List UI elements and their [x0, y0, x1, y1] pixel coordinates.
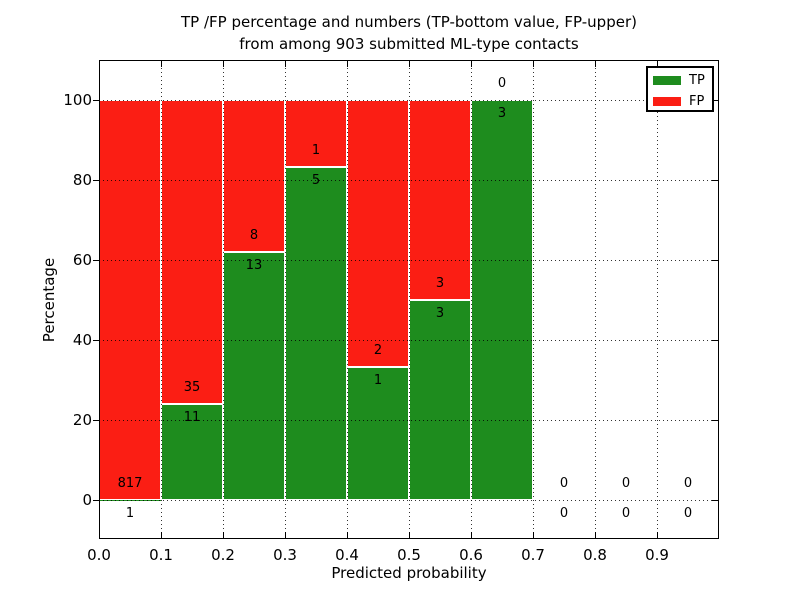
gridline-y — [99, 500, 719, 501]
x-tick-mark — [533, 532, 534, 538]
gridline-x — [533, 60, 534, 539]
y-tick-label: 40 — [72, 331, 92, 349]
gridline-x — [657, 60, 658, 539]
x-tick-mark — [285, 61, 286, 67]
x-tick-mark — [99, 61, 100, 67]
bar-label-fp: 0 — [683, 476, 693, 491]
bar-label-tp: 1 — [125, 505, 135, 521]
y-tick-mark — [93, 340, 99, 341]
x-tick-mark — [657, 532, 658, 538]
x-tick-mark — [99, 532, 100, 538]
x-tick-mark — [347, 61, 348, 67]
x-tick-mark — [471, 532, 472, 538]
y-tick-label: 20 — [72, 411, 92, 429]
bar-label-tp: 1 — [373, 372, 383, 388]
chart-title-line1: TP /FP percentage and numbers (TP-bottom… — [181, 13, 637, 31]
x-axis-label: Predicted probability — [331, 564, 487, 582]
y-tick-mark — [93, 100, 99, 101]
x-tick-mark — [409, 61, 410, 67]
x-tick-mark — [409, 532, 410, 538]
x-tick-mark — [223, 532, 224, 538]
bar-segment-fp — [347, 100, 409, 367]
bar-segment-tp — [285, 166, 347, 500]
bar-label-tp: 3 — [497, 106, 507, 121]
y-tick-mark — [93, 500, 99, 501]
legend-box: TP FP — [646, 66, 714, 112]
legend-item-fp: FP — [648, 91, 712, 112]
bar-label-fp: 0 — [559, 476, 569, 491]
x-tick-label: 0.1 — [149, 546, 173, 564]
bar-label-fp: 0 — [621, 476, 631, 491]
bar-label-tp: 0 — [621, 506, 631, 521]
bar-segment-fp — [99, 100, 161, 500]
bar-segment-fp — [223, 100, 285, 253]
bar-label-tp: 0 — [683, 506, 693, 521]
y-tick-label: 0 — [82, 491, 92, 509]
y-tick-label: 100 — [63, 91, 92, 109]
bar-label-fp: 0 — [497, 76, 507, 91]
bar-label-tp: 3 — [435, 306, 445, 321]
x-tick-mark — [161, 61, 162, 67]
bar-label-fp: 817 — [117, 475, 143, 491]
bar-segment-fp — [285, 100, 347, 167]
y-tick-mark — [712, 260, 718, 261]
bar-label-fp: 8 — [249, 228, 259, 244]
legend-item-tp: TP — [648, 70, 712, 91]
x-tick-mark — [347, 532, 348, 538]
legend-swatch-fp — [653, 97, 681, 106]
x-tick-mark — [285, 532, 286, 538]
bar-segment-tp — [223, 252, 285, 500]
y-tick-mark — [712, 340, 718, 341]
y-tick-mark — [712, 420, 718, 421]
y-tick-label: 80 — [72, 171, 92, 189]
bar-label-fp: 2 — [373, 342, 383, 358]
y-tick-mark — [712, 180, 718, 181]
bar-segment-tp — [347, 366, 409, 500]
bar-segment-tp — [471, 100, 533, 500]
x-tick-mark — [595, 532, 596, 538]
chart-title-line2: from among 903 submitted ML-type contact… — [239, 35, 579, 53]
bar-label-tp: 5 — [311, 172, 321, 188]
x-tick-mark — [595, 61, 596, 67]
y-tick-mark — [93, 420, 99, 421]
bar-segment-fp — [409, 100, 471, 300]
y-tick-mark — [93, 180, 99, 181]
bar-label-fp: 3 — [435, 276, 445, 291]
x-tick-label: 0.5 — [397, 546, 421, 564]
bar-segment-fp — [161, 100, 223, 405]
legend-label-tp: TP — [689, 73, 705, 88]
bar-label-fp: 1 — [311, 142, 321, 158]
gridline-x — [595, 60, 596, 539]
legend-label-fp: FP — [689, 94, 705, 109]
x-tick-label: 0.6 — [459, 546, 483, 564]
x-tick-label: 0.3 — [273, 546, 297, 564]
x-tick-mark — [223, 61, 224, 67]
legend-swatch-tp — [653, 76, 681, 85]
y-tick-label: 60 — [72, 251, 92, 269]
x-tick-mark — [161, 532, 162, 538]
bar-label-tp: 0 — [559, 506, 569, 521]
y-tick-mark — [93, 260, 99, 261]
bar-segment-tp — [409, 300, 471, 500]
x-tick-label: 0.9 — [645, 546, 669, 564]
bar-label-tp: 13 — [245, 258, 263, 274]
x-tick-label: 0.4 — [335, 546, 359, 564]
bar-label-fp: 35 — [183, 380, 201, 396]
x-tick-label: 0.0 — [87, 546, 111, 564]
x-tick-label: 0.8 — [583, 546, 607, 564]
x-tick-label: 0.7 — [521, 546, 545, 564]
x-tick-label: 0.2 — [211, 546, 235, 564]
x-tick-mark — [533, 61, 534, 67]
x-tick-mark — [471, 61, 472, 67]
bar-label-tp: 11 — [183, 410, 201, 426]
y-tick-mark — [712, 500, 718, 501]
